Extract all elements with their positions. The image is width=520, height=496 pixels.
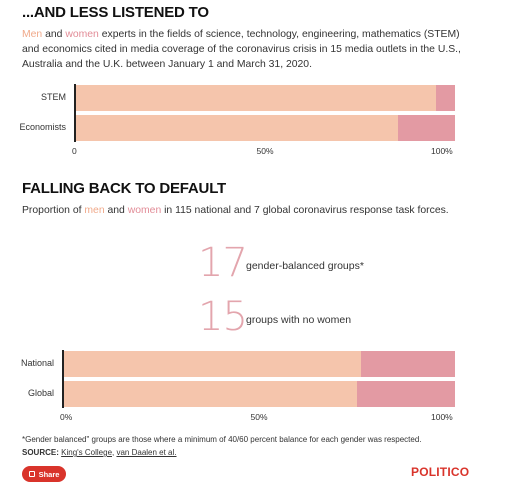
- stat-balanced-number: 17: [198, 240, 248, 286]
- politico-logo: POLITICO: [411, 465, 470, 479]
- legend-women: women: [127, 205, 162, 216]
- legend-men: men: [84, 205, 105, 216]
- footnote: *Gender balanced" groups are those where…: [22, 435, 422, 444]
- chart1-title: ...AND LESS LISTENED TO: [22, 4, 209, 21]
- chart1-plot: STEM Economists 0 50% 100%: [0, 84, 520, 160]
- bar-women-global: [357, 381, 455, 407]
- category-label: Economists: [19, 122, 66, 132]
- bar-men-global: [64, 381, 358, 407]
- bar-women-national: [361, 351, 455, 377]
- category-label: STEM: [40, 92, 66, 102]
- x-tick-label: 100%: [431, 146, 453, 156]
- legend-women: women: [65, 29, 99, 40]
- category-label: Global: [27, 388, 54, 398]
- x-tick-label: 100%: [431, 412, 453, 422]
- y-axis-line: [62, 350, 64, 408]
- x-tick-label: 0%: [60, 412, 73, 422]
- x-tick-label: 50%: [250, 412, 268, 422]
- source-link-van-daalen[interactable]: van Daalen et al.: [116, 448, 177, 457]
- stat-balanced-label: gender-balanced groups*: [246, 260, 364, 272]
- category-label: National: [20, 358, 54, 368]
- bar-women-stem: [436, 85, 455, 111]
- source-link-kings-college[interactable]: King's College: [61, 448, 113, 457]
- stat-no-women-number: 15: [198, 294, 248, 340]
- chart1-description: Men and women experts in the fields of s…: [22, 29, 461, 70]
- share-icon: [28, 471, 35, 477]
- chart2-title: FALLING BACK TO DEFAULT: [22, 180, 227, 197]
- x-tick-label: 50%: [256, 146, 274, 156]
- share-button[interactable]: Share: [22, 466, 66, 482]
- bar-men-national: [64, 351, 362, 377]
- bar-men-economists: [76, 115, 399, 141]
- bar-women-economists: [398, 115, 455, 141]
- y-axis-line: [74, 84, 76, 142]
- x-tick-label: 0: [72, 146, 77, 156]
- legend-men: Men: [22, 29, 43, 40]
- source-line: SOURCE: King's College, van Daalen et al…: [22, 448, 177, 457]
- stat-no-women-label: groups with no women: [246, 314, 352, 326]
- chart2-description: Proportion of men and women in 115 natio…: [22, 205, 449, 216]
- chart2-plot: National Global 0% 50% 100%: [0, 350, 520, 430]
- bar-men-stem: [76, 85, 437, 111]
